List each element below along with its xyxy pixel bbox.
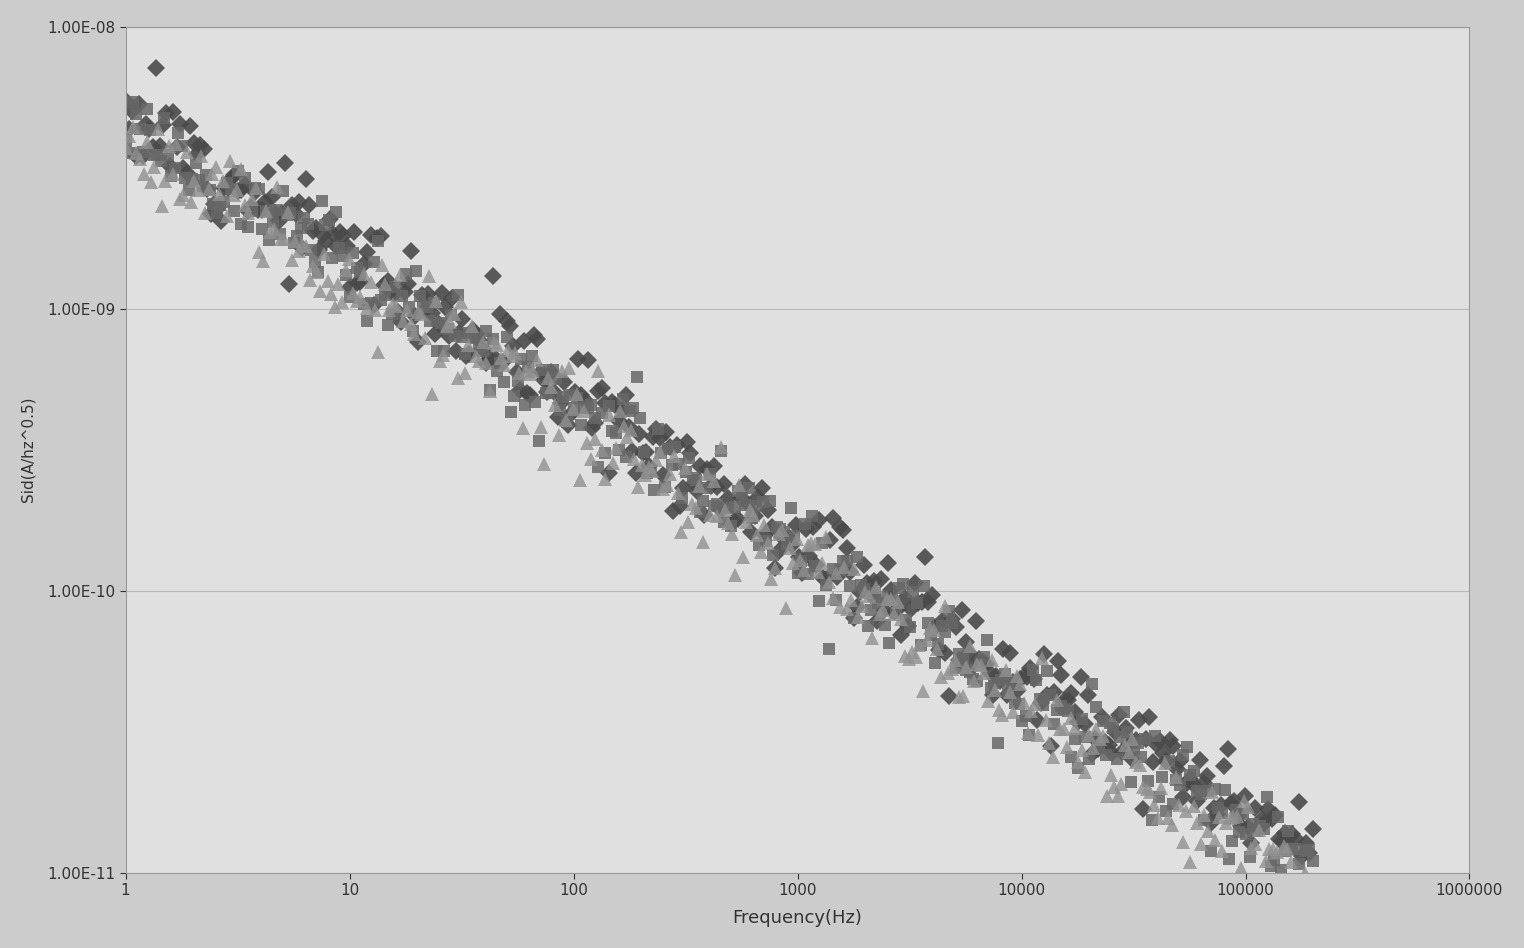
Series1: [820, 534, 838, 545]
Series3: [864, 632, 882, 644]
Series2: [1303, 856, 1321, 867]
Series2: [1292, 899, 1311, 910]
Series1: [116, 96, 134, 107]
Series1: [1289, 796, 1308, 808]
Series2: [838, 556, 856, 567]
Line: Series1: Series1: [119, 62, 1318, 862]
Series3: [116, 142, 134, 154]
Series3: [1160, 812, 1178, 824]
Series2: [334, 250, 352, 262]
Series1: [436, 301, 454, 313]
Series1: [1294, 850, 1312, 862]
X-axis label: Frequency(Hz): Frequency(Hz): [733, 909, 863, 927]
Series1: [753, 483, 771, 494]
Series3: [1263, 844, 1282, 855]
Series3: [1300, 903, 1318, 915]
Series3: [152, 201, 171, 212]
Line: Series2: Series2: [119, 96, 1318, 911]
Series3: [1303, 891, 1321, 902]
Series2: [116, 135, 134, 146]
Series3: [213, 175, 232, 187]
Series2: [1068, 762, 1087, 774]
Series1: [1256, 816, 1274, 828]
Series3: [123, 121, 142, 133]
Series2: [291, 223, 309, 234]
Series2: [1093, 716, 1111, 727]
Y-axis label: Sid(A/hz^0.5): Sid(A/hz^0.5): [21, 397, 37, 502]
Series2: [1154, 772, 1172, 783]
Series1: [148, 62, 166, 73]
Line: Series3: Series3: [119, 119, 1320, 916]
Series2: [123, 97, 142, 108]
Series1: [668, 440, 686, 451]
Series1: [1303, 823, 1321, 834]
Series3: [253, 255, 271, 266]
